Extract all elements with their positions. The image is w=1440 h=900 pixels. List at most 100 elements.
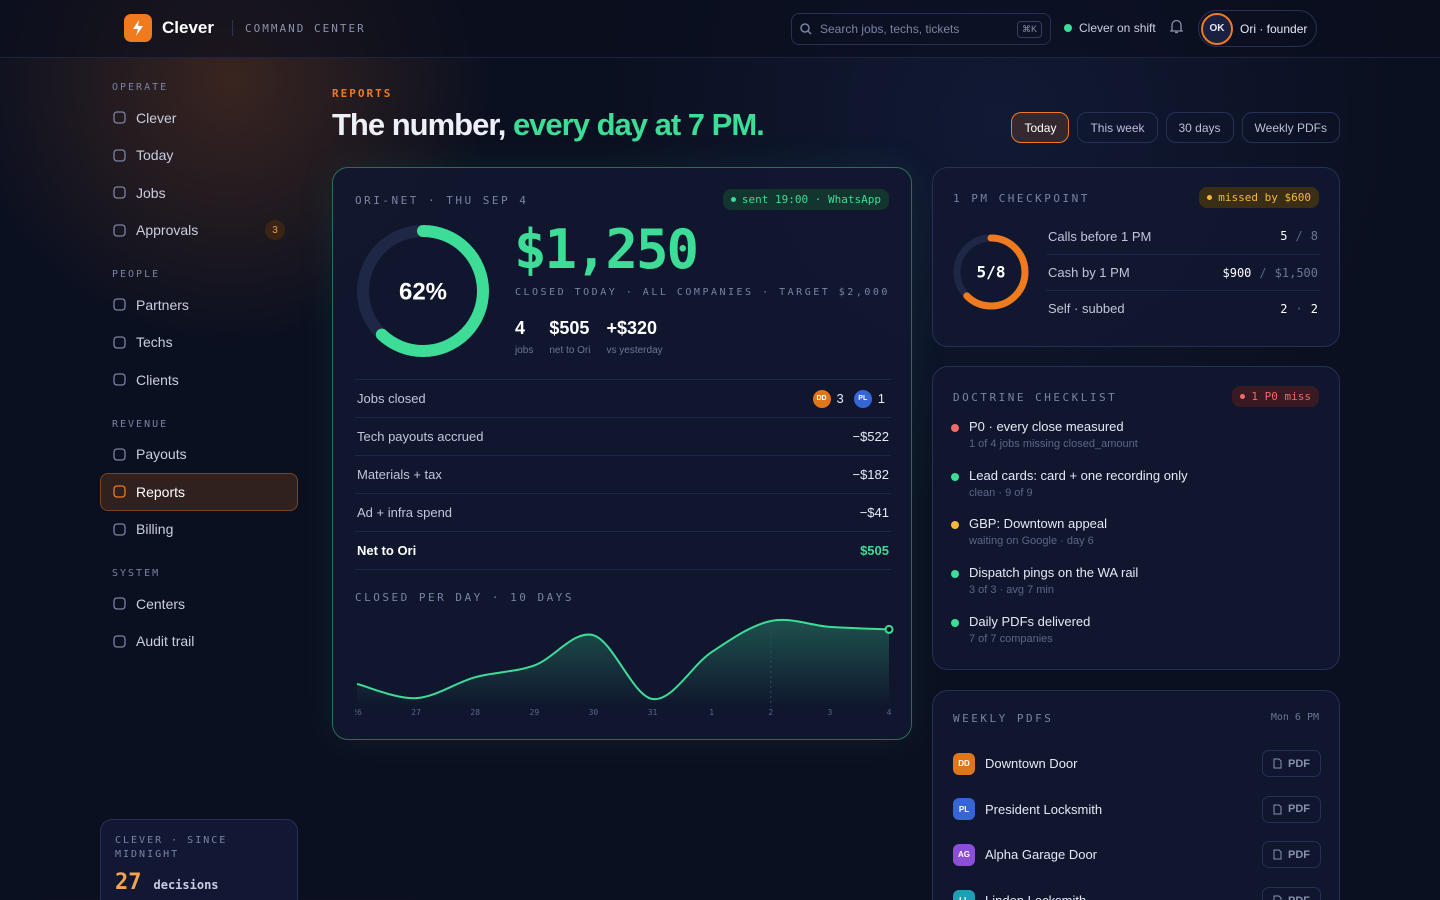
x-tick-label: 27 [411, 708, 421, 717]
row-value: $900 / $1,500 [1223, 266, 1319, 280]
sparkline [356, 618, 890, 701]
bell-icon[interactable] [1170, 19, 1183, 34]
checkpoint-row: Self · subbed 2 · 2 [1046, 290, 1320, 326]
nav-item[interactable]: Reports [100, 473, 298, 511]
icon-shape [113, 149, 126, 162]
nav-label: Techs [136, 334, 173, 351]
logo[interactable] [124, 14, 152, 42]
pdf-button[interactable]: PDF [1262, 841, 1321, 869]
sent-pill: sent 19:00 · WhatsApp [722, 189, 889, 210]
tab[interactable]: Today [1011, 112, 1070, 143]
nav-icon [113, 149, 126, 162]
card-title: ORI-NET · THU SEP 4 [355, 194, 529, 207]
icon-shape [113, 186, 126, 199]
pdf-label: PDF [1288, 848, 1310, 861]
nav-icon [113, 485, 126, 498]
tab[interactable]: Weekly PDFs [1241, 112, 1340, 143]
tab[interactable]: 30 days [1165, 112, 1234, 143]
pdf-button[interactable]: PDF [1262, 795, 1321, 823]
section-title: SYSTEM [112, 568, 161, 579]
nav-label: Today [136, 147, 174, 164]
stat-label: net to Ori [549, 345, 591, 356]
icon-shape [1273, 849, 1282, 860]
pdf-label: PDF [1288, 895, 1310, 900]
icon-shape [113, 224, 126, 237]
nav-item[interactable]: Jobs [100, 174, 298, 212]
nav-item[interactable]: Payouts [100, 436, 298, 474]
icon-shape [1273, 804, 1282, 815]
weekly-list: DD Downtown Door PDF PL President Locksmith P… [953, 741, 1321, 900]
row-label: Self · subbed [1048, 301, 1125, 316]
nav-item[interactable]: Centers [100, 585, 298, 623]
separator: · [1295, 301, 1303, 316]
nav-label: Approvals [136, 222, 199, 239]
tabs: Today This week 30 days Weekly PDFs [1011, 112, 1340, 143]
file-icon [1273, 804, 1282, 815]
item-text: Dispatch pings on the WA rail 3 of 3 · av… [969, 565, 1138, 614]
sidebar: OPERATE Clever Today Jobs Approvals 3 PEOPLE Pa… [100, 72, 298, 660]
nav-icon [113, 635, 126, 648]
pdf-label: PDF [1288, 803, 1310, 816]
x-tick-label: 26 [355, 708, 362, 717]
row-value: −$41 [859, 505, 889, 520]
section-title: PEOPLE [112, 269, 161, 280]
nav-label: Centers [136, 595, 186, 612]
nav-icon [113, 523, 126, 536]
item-text: Daily PDFs delivered 7 of 7 companies [969, 614, 1090, 663]
file-icon [1273, 849, 1282, 860]
nav-icon [113, 111, 126, 124]
nav-item[interactable]: Today [100, 137, 298, 175]
item-text: P0 · every close measured 1 of 4 jobs mis… [969, 419, 1138, 468]
pdf-row: LL Linden Locksmith PDF [953, 878, 1321, 900]
row-label: Calls before 1 PM [1048, 228, 1152, 244]
nav-badge: 3 [265, 220, 285, 241]
x-tick-label: 31 [648, 708, 658, 717]
nav-item[interactable]: Billing [100, 511, 298, 549]
company-name: Linden Locksmith [985, 893, 1086, 900]
brand-name[interactable]: Clever [162, 18, 214, 37]
user-menu[interactable]: OK Ori · founder [1198, 10, 1317, 47]
sidebar-footer: CLEVER · SINCE MIDNIGHT 27 decisions [100, 819, 298, 900]
value: $900 [1222, 265, 1252, 280]
company-avatar: LL [953, 889, 975, 900]
page-title: The number, every day at 7 PM. [332, 107, 765, 143]
icon-shape [113, 635, 126, 648]
sparkline: 26 27 28 29 30 31 1 2 3 4 [355, 618, 894, 717]
stat-label: vs yesterday [606, 345, 663, 356]
company-name: Alpha Garage Door [985, 847, 1098, 863]
footer-count: 27 [115, 870, 142, 895]
missed-pill: missed by $600 [1199, 187, 1319, 208]
pdf-label: PDF [1288, 757, 1310, 770]
icon-shape [113, 523, 126, 536]
weekly-meta: Mon 6 PM [1270, 712, 1319, 723]
target: 8 [1310, 229, 1318, 243]
nav-item[interactable]: Clients [100, 361, 298, 399]
search-box[interactable]: Search jobs, techs, tickets ⌘K [791, 13, 1051, 45]
nav-item[interactable]: Clever [100, 99, 298, 137]
pill-text: sent 19:00 · WhatsApp [741, 193, 881, 206]
row-value: −$182 [852, 467, 889, 482]
nav-item[interactable]: Audit trail [100, 623, 298, 661]
row-label: Ad + infra spend [357, 505, 453, 520]
search-icon [800, 23, 812, 35]
pdf-button[interactable]: PDF [1262, 750, 1321, 778]
icon-shape [113, 373, 126, 386]
pdf-button[interactable]: PDF [1262, 887, 1321, 900]
x-tick-label: 29 [530, 708, 540, 717]
tab[interactable]: This week [1077, 112, 1158, 143]
gauge: 62% [357, 225, 489, 357]
nav-item[interactable]: Techs [100, 324, 298, 362]
title-main: The number, [332, 107, 506, 142]
icon-shape [113, 298, 126, 311]
logo-icon [133, 20, 143, 36]
nav-icon [113, 597, 126, 610]
user-avatar: OK [1201, 12, 1233, 45]
status-dot [1064, 24, 1072, 32]
icon-shape [1273, 895, 1282, 900]
nav-item[interactable]: Approvals 3 [100, 212, 298, 250]
breakdown: Jobs closed DD 3 PL 1 Tech payouts accrued −$5… [355, 379, 891, 570]
x-tick-label: 1 [709, 708, 714, 717]
stats: 4 jobs $505 net to Ori +$320 vs yesterday [515, 318, 663, 356]
nav-item[interactable]: Partners [100, 286, 298, 324]
nav-label: Payouts [136, 446, 187, 463]
